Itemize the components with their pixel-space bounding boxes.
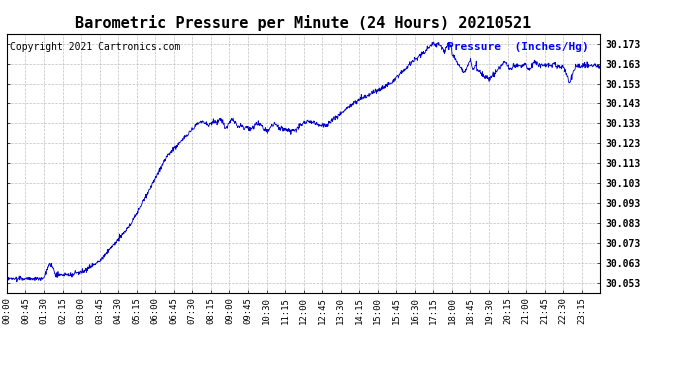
- Text: Pressure  (Inches/Hg): Pressure (Inches/Hg): [446, 42, 589, 51]
- Text: Copyright 2021 Cartronics.com: Copyright 2021 Cartronics.com: [10, 42, 180, 51]
- Title: Barometric Pressure per Minute (24 Hours) 20210521: Barometric Pressure per Minute (24 Hours…: [75, 15, 532, 31]
